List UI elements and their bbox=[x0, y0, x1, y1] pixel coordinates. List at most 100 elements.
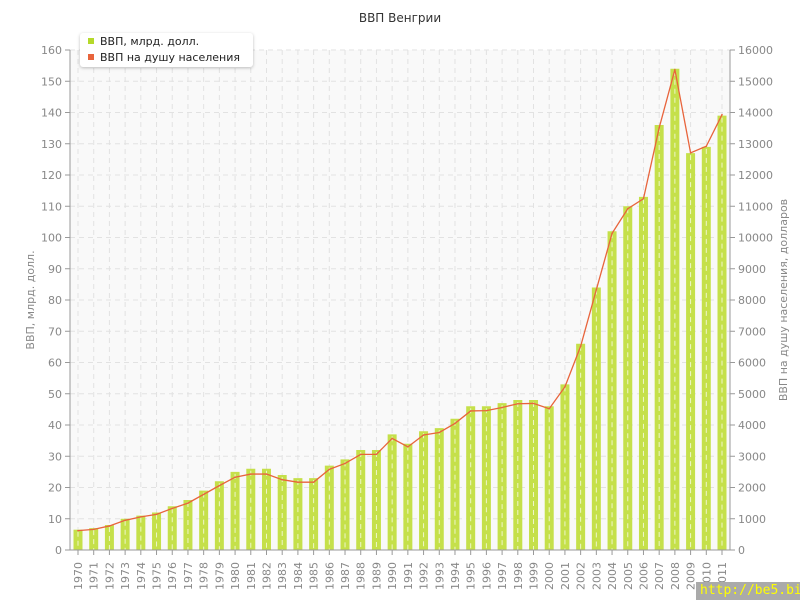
x-tick-label: 1977 bbox=[182, 562, 195, 590]
point-1995 bbox=[469, 410, 472, 412]
point-1986 bbox=[328, 468, 331, 471]
bar-1996 bbox=[481, 406, 491, 550]
bar-1995 bbox=[466, 406, 476, 550]
point-1973 bbox=[124, 519, 126, 522]
point-1976 bbox=[171, 507, 174, 510]
y-tick-label: 10 bbox=[48, 513, 62, 526]
y-tick-label: 30 bbox=[48, 450, 62, 463]
y2-tick-label: 1000 bbox=[738, 513, 766, 526]
x-tick-label: 1985 bbox=[308, 562, 321, 590]
y2-tick-label: 5000 bbox=[738, 388, 766, 401]
bar-2000 bbox=[544, 406, 554, 550]
x-tick-label: 1995 bbox=[465, 562, 478, 590]
x-tick-label: 1980 bbox=[229, 562, 242, 590]
x-tick-label: 1999 bbox=[528, 562, 541, 590]
point-1972 bbox=[108, 525, 111, 527]
point-2004 bbox=[611, 232, 613, 235]
point-1975 bbox=[155, 513, 158, 516]
x-tick-label: 2005 bbox=[622, 562, 635, 590]
axes: 0 0 10 1000 20 2000 30 3000 40 4000 50 5000 60 6000 70… bbox=[41, 44, 773, 590]
x-tick-label: 1970 bbox=[72, 562, 85, 590]
y-tick-label: 80 bbox=[48, 294, 62, 307]
y-tick-label: 70 bbox=[48, 325, 62, 338]
y2-tick-label: 0 bbox=[738, 544, 745, 557]
point-2010 bbox=[705, 145, 708, 148]
bar-1975 bbox=[152, 512, 162, 550]
point-1974 bbox=[140, 516, 142, 518]
bar-1984 bbox=[293, 478, 303, 550]
x-tick-label: 1972 bbox=[103, 562, 116, 590]
watermark-link[interactable]: http://be5.biz/ bbox=[696, 582, 800, 600]
point-2000 bbox=[548, 407, 551, 410]
point-2003 bbox=[595, 288, 598, 291]
y2-axis-label: ВВП на душу населения, долларов bbox=[777, 199, 790, 401]
x-tick-label: 1971 bbox=[88, 562, 101, 590]
point-1994 bbox=[454, 422, 456, 425]
bar-2001 bbox=[560, 384, 570, 550]
bar-1991 bbox=[403, 443, 413, 550]
legend-label: ВВП, млрд. долл. bbox=[100, 34, 200, 48]
y-tick-label: 110 bbox=[41, 200, 62, 213]
legend: ВВП, млрд. долл. ВВП на душу населения bbox=[80, 33, 253, 67]
y-tick-label: 50 bbox=[48, 388, 62, 401]
point-1990 bbox=[391, 437, 393, 440]
legend-swatch-icon bbox=[88, 54, 94, 60]
bar-1997 bbox=[497, 403, 507, 550]
x-tick-label: 2006 bbox=[637, 562, 650, 590]
legend-swatch-icon bbox=[88, 38, 94, 44]
y-tick-label: 100 bbox=[41, 232, 62, 245]
x-tick-label: 1993 bbox=[433, 562, 446, 590]
bar-1983 bbox=[277, 475, 287, 550]
x-tick-label: 1983 bbox=[276, 562, 289, 590]
point-1989 bbox=[375, 453, 378, 456]
x-tick-label: 1988 bbox=[355, 562, 368, 590]
x-tick-label: 1981 bbox=[245, 562, 258, 590]
point-1993 bbox=[438, 431, 441, 434]
y-tick-label: 150 bbox=[41, 75, 62, 88]
y2-tick-label: 13000 bbox=[738, 138, 773, 151]
bar-2005 bbox=[623, 206, 633, 550]
y2-tick-label: 7000 bbox=[738, 325, 766, 338]
bar-1974 bbox=[136, 515, 146, 550]
point-1980 bbox=[234, 476, 236, 478]
point-1982 bbox=[265, 473, 268, 475]
point-1996 bbox=[485, 409, 488, 412]
point-1997 bbox=[501, 406, 503, 409]
legend-item-gdp[interactable]: ВВП, млрд. долл. bbox=[80, 33, 253, 49]
x-tick-label: 1994 bbox=[449, 562, 462, 590]
line-series bbox=[77, 68, 723, 532]
y2-tick-label: 9000 bbox=[738, 263, 766, 276]
point-2011 bbox=[721, 113, 723, 116]
x-tick-label: 1989 bbox=[370, 562, 383, 590]
point-2002 bbox=[579, 345, 582, 348]
bars bbox=[73, 68, 727, 550]
y-axis-label: ВВП, млрд. долл. bbox=[24, 250, 37, 349]
point-1983 bbox=[281, 478, 283, 481]
x-tick-label: 2000 bbox=[543, 562, 556, 590]
y2-tick-label: 10000 bbox=[738, 232, 773, 245]
bar-2011 bbox=[717, 115, 727, 550]
legend-item-gdp-per-capita[interactable]: ВВП на душу населения bbox=[80, 49, 253, 65]
x-tick-label: 1990 bbox=[386, 562, 399, 590]
point-2007 bbox=[658, 127, 660, 129]
bar-2009 bbox=[686, 153, 696, 550]
point-1970 bbox=[77, 529, 79, 532]
x-tick-label: 2009 bbox=[685, 562, 698, 590]
y2-tick-label: 8000 bbox=[738, 294, 766, 307]
point-2006 bbox=[642, 197, 645, 200]
point-1977 bbox=[187, 502, 189, 504]
y-tick-label: 120 bbox=[41, 169, 62, 182]
y-tick-label: 140 bbox=[41, 107, 62, 120]
point-1988 bbox=[359, 453, 362, 456]
point-1981 bbox=[249, 473, 252, 475]
y2-tick-label: 4000 bbox=[738, 419, 766, 432]
x-tick-label: 1984 bbox=[292, 562, 305, 590]
y-tick-label: 160 bbox=[41, 44, 62, 57]
y-tick-label: 90 bbox=[48, 263, 62, 276]
point-1971 bbox=[92, 528, 95, 531]
y-tick-label: 40 bbox=[48, 419, 62, 432]
legend-label: ВВП на душу населения bbox=[100, 50, 240, 64]
point-1979 bbox=[218, 484, 221, 487]
x-tick-label: 1991 bbox=[402, 562, 415, 590]
